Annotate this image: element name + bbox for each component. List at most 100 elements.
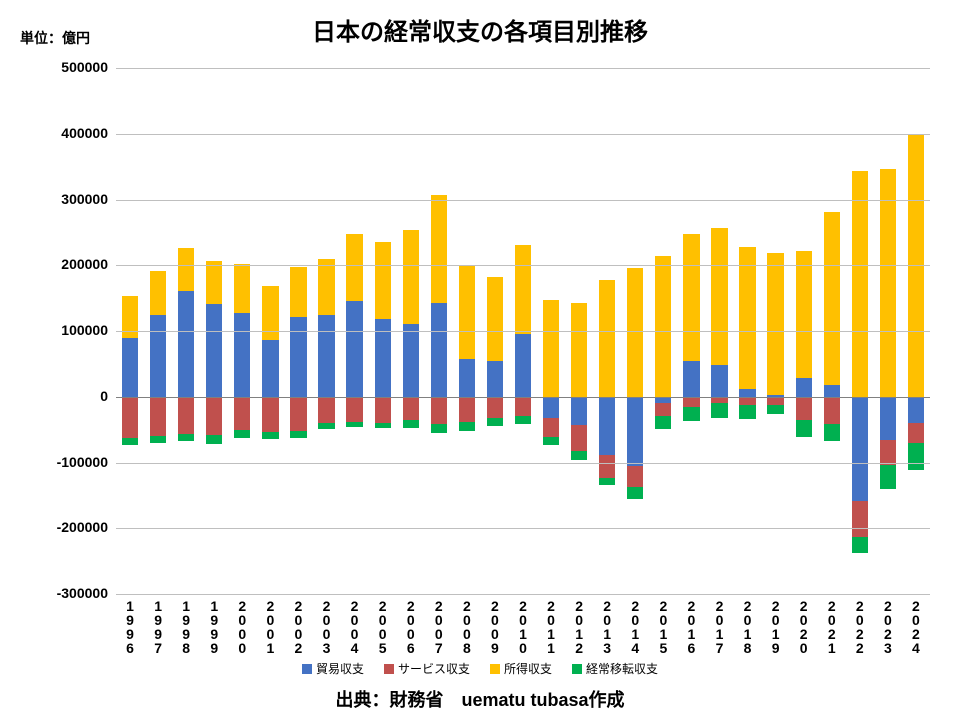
xtick-label: 2005 [375, 598, 391, 654]
gridline [116, 594, 930, 595]
xtick-label: 2006 [403, 598, 419, 654]
ytick-label: 200000 [36, 256, 108, 272]
bar-seg-service [459, 397, 475, 422]
gridline [116, 265, 930, 266]
bar-seg-transfer [346, 422, 362, 427]
bar-seg-transfer [487, 418, 503, 426]
gridline [116, 331, 930, 332]
bar-seg-transfer [824, 424, 840, 440]
bar-seg-service [767, 397, 783, 405]
xtick-label: 1996 [122, 598, 138, 654]
bar-seg-income [459, 265, 475, 359]
bar-seg-service [403, 397, 419, 420]
bar-seg-service [908, 423, 924, 443]
bar-seg-service [627, 466, 643, 488]
xtick-label: 1997 [150, 598, 166, 654]
bar-seg-service [796, 397, 812, 420]
ytick-label: 0 [36, 388, 108, 404]
bar-seg-service [290, 397, 306, 431]
legend-label: 経常移転収支 [586, 660, 658, 677]
plot-area [116, 68, 930, 594]
bar-seg-income [852, 171, 868, 397]
bar-seg-trade [290, 317, 306, 397]
bar-seg-income [403, 230, 419, 324]
bar-seg-service [318, 397, 334, 423]
bar-seg-trade [796, 378, 812, 396]
bar-seg-service [515, 397, 531, 417]
bar-seg-trade [739, 389, 755, 397]
xtick-label: 2018 [740, 598, 756, 654]
bar-seg-income [346, 234, 362, 301]
bar-seg-income [599, 280, 615, 397]
bar-seg-trade [543, 397, 559, 419]
bar-seg-income [543, 300, 559, 397]
xtick-label: 2017 [711, 598, 727, 654]
bar-seg-income [234, 264, 250, 313]
bar-seg-trade [908, 397, 924, 423]
bar-seg-transfer [711, 403, 727, 417]
ytick-label: -200000 [36, 519, 108, 535]
legend-swatch [572, 664, 582, 674]
bar-seg-trade [234, 313, 250, 397]
bar-seg-transfer [908, 443, 924, 471]
bar-seg-transfer [262, 432, 278, 439]
bar-seg-trade [852, 397, 868, 501]
bar-seg-service [880, 440, 896, 465]
legend-item-transfer: 経常移転収支 [572, 660, 658, 677]
gridline [116, 528, 930, 529]
bar-seg-transfer [599, 478, 615, 485]
bar-seg-trade [318, 315, 334, 397]
source-label: 出典：財務省 uematu tubasa作成 [0, 686, 960, 712]
xtick-label: 1999 [206, 598, 222, 654]
bar-seg-transfer [880, 465, 896, 489]
gridline [116, 68, 930, 69]
xtick-label: 2013 [599, 598, 615, 654]
bar-seg-trade [599, 397, 615, 455]
legend-swatch [384, 664, 394, 674]
legend-label: 貿易収支 [316, 660, 364, 677]
xtick-label: 2007 [431, 598, 447, 654]
bar-seg-transfer [375, 423, 391, 428]
bar-seg-service [599, 455, 615, 478]
xtick-label: 2008 [459, 598, 475, 654]
bar-seg-income [431, 195, 447, 303]
xtick-label: 2001 [262, 598, 278, 654]
bar-seg-service [206, 397, 222, 435]
xtick-label: 2002 [290, 598, 306, 654]
bar-seg-income [711, 228, 727, 365]
bar-seg-transfer [150, 436, 166, 443]
xtick-label: 2003 [319, 598, 335, 654]
gridline [116, 463, 930, 464]
ytick-label: 300000 [36, 191, 108, 207]
bar-seg-trade [880, 397, 896, 440]
legend-label: 所得収支 [504, 660, 552, 677]
legend: 貿易収支サービス収支所得収支経常移転収支 [0, 660, 960, 677]
bar-seg-transfer [403, 420, 419, 428]
bar-seg-service [234, 397, 250, 430]
bar-seg-trade [459, 359, 475, 397]
bar-seg-transfer [178, 434, 194, 442]
legend-swatch [490, 664, 500, 674]
bar-seg-trade [683, 361, 699, 397]
xtick-label: 2004 [347, 598, 363, 654]
bar-seg-service [122, 397, 138, 438]
xtick-label: 2000 [234, 598, 250, 654]
bar-seg-trade [122, 338, 138, 397]
bar-seg-income [627, 268, 643, 397]
bar-seg-service [487, 397, 503, 418]
xtick-label: 2021 [824, 598, 840, 654]
bar-seg-trade [431, 303, 447, 396]
bar-seg-transfer [234, 430, 250, 438]
bar-seg-service [683, 397, 699, 407]
bar-seg-trade [403, 324, 419, 397]
xtick-label: 2014 [627, 598, 643, 654]
bar-seg-trade [711, 365, 727, 397]
bar-seg-trade [487, 361, 503, 397]
bar-seg-trade [178, 291, 194, 397]
ytick-label: 500000 [36, 59, 108, 75]
bar-seg-transfer [627, 487, 643, 499]
gridline [116, 200, 930, 201]
gridline [116, 397, 930, 398]
bar-seg-trade [515, 334, 531, 396]
bar-seg-transfer [459, 422, 475, 431]
